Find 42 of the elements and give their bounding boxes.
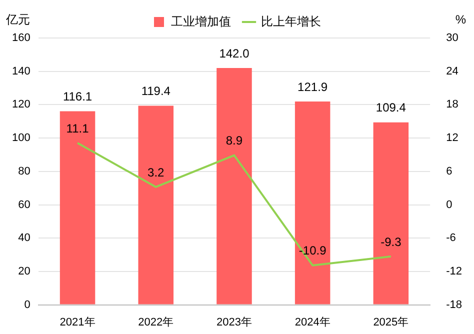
y2-tick-label: -6 [446,232,456,244]
bar [138,106,174,304]
x-tick-label: 2025年 [373,316,409,328]
y2-tick-label: 0 [446,198,452,211]
y-tick-label: 100 [12,132,30,144]
bar [373,122,409,304]
y2-tick-label: 30 [446,32,458,44]
y-tick-label: 20 [18,265,30,278]
bar [216,68,252,304]
legend-label: 工业增加值 [171,14,231,28]
x-tick-label: 2021年 [60,316,96,328]
x-tick-label: 2023年 [216,316,252,328]
y-tick-label: 140 [12,65,30,78]
y2-tick-label: 18 [446,98,458,111]
y2-tick-label: 12 [446,132,458,144]
y-tick-label: 0 [24,298,30,311]
y2-tick-label: 6 [446,165,452,178]
data-label: 109.4 [376,100,406,115]
data-label: 11.1 [66,121,90,136]
bar [294,102,330,304]
x-tick-label: 2024年 [294,316,330,328]
data-label: 119.4 [141,84,171,98]
y-tick-label: 160 [12,32,30,44]
y-tick-label: 60 [18,198,30,211]
data-label: 142.0 [219,46,250,60]
x-tick-label: 2022年 [138,316,174,328]
data-label: -10.9 [298,244,327,258]
y2-tick-label: -12 [446,265,462,278]
data-label: 116.1 [62,90,92,104]
y2-axis-title: % [455,12,466,26]
y2-tick-label: 24 [446,65,458,78]
data-label: 121.9 [298,80,328,94]
data-label: -9.3 [380,234,402,249]
y2-tick-label: -18 [446,298,462,311]
y-tick-label: 80 [18,165,30,178]
y-axis-title: 亿元 [5,12,30,26]
data-label: 3.2 [148,165,165,180]
y-tick-label: 120 [12,98,30,111]
legend-label: 比上年增长 [261,14,321,28]
bar [60,111,96,304]
data-label: 8.9 [226,134,243,148]
y-tick-label: 40 [18,232,30,244]
